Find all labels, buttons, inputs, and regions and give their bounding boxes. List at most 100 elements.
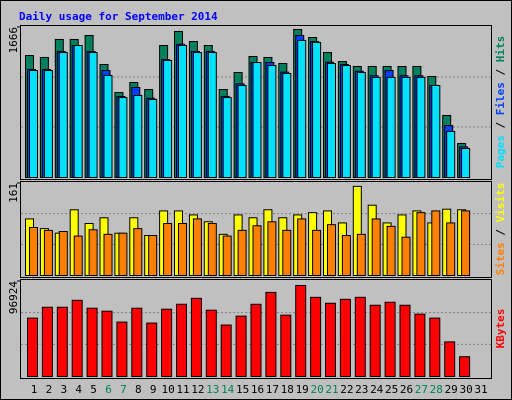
bar: [118, 97, 128, 178]
bar: [161, 308, 173, 378]
bar: [192, 52, 202, 178]
bar: [222, 97, 232, 178]
bar: [86, 307, 98, 377]
x-tick-label: 23: [355, 383, 368, 396]
bar: [267, 221, 277, 277]
y-tick-label: 161: [7, 183, 20, 203]
x-tick-label: 12: [191, 383, 204, 396]
x-tick-label: 10: [161, 383, 174, 396]
bar: [280, 314, 292, 378]
bar: [163, 223, 173, 276]
bar: [43, 229, 53, 277]
bar: [163, 59, 173, 179]
bar: [401, 76, 411, 178]
x-tick-label: 5: [90, 383, 97, 396]
legend: KBytes: [494, 309, 507, 349]
x-tick-label: 24: [370, 383, 384, 396]
bar: [416, 212, 426, 276]
bar: [267, 64, 277, 178]
legend-separator: /: [494, 115, 507, 135]
bar: [386, 225, 396, 277]
bar: [461, 210, 471, 276]
x-tick-label: 13: [206, 383, 219, 396]
bar: [414, 313, 426, 377]
bar: [88, 229, 98, 277]
bar: [252, 225, 262, 277]
bar: [429, 317, 441, 378]
bar: [282, 73, 292, 178]
y-tick-label: 1666: [7, 27, 20, 54]
y-tick-label: 96924: [7, 281, 20, 314]
x-tick-label: 14: [221, 383, 235, 396]
x-tick-label: 27: [415, 383, 428, 396]
bar: [459, 356, 471, 378]
bar: [29, 227, 38, 276]
x-tick-label: 16: [251, 383, 264, 396]
bar: [118, 232, 128, 276]
bar: [133, 94, 143, 178]
x-tick-label: 22: [340, 383, 353, 396]
x-tick-label: 18: [281, 383, 294, 396]
bar: [73, 45, 83, 178]
bar: [116, 321, 128, 377]
bar: [73, 235, 83, 276]
legend-entry: Hits: [494, 36, 507, 63]
legend-entry: Files: [494, 82, 507, 115]
bar: [444, 341, 456, 378]
legend-separator: /: [494, 222, 507, 242]
bar: [207, 52, 217, 178]
bar: [207, 223, 217, 276]
bar: [297, 39, 307, 179]
legend-entry: Sites: [494, 242, 507, 275]
bar: [41, 306, 53, 377]
bar: [58, 52, 68, 178]
bar: [71, 299, 83, 378]
bar: [295, 284, 307, 378]
bar: [103, 74, 113, 178]
bar: [341, 64, 351, 178]
x-tick-label: 7: [120, 383, 127, 396]
bar: [282, 229, 292, 277]
legend-separator: /: [494, 62, 507, 82]
bar: [190, 297, 202, 377]
bar: [327, 63, 336, 178]
legend-entry: KBytes: [494, 309, 507, 349]
bar: [356, 72, 366, 178]
legend-entry: Visits: [494, 183, 507, 223]
bar: [356, 233, 366, 277]
bar: [265, 291, 277, 377]
bar: [461, 148, 471, 179]
bar: [446, 130, 456, 178]
bar: [88, 52, 98, 178]
x-tick-label: 4: [75, 383, 82, 396]
bar: [178, 45, 187, 178]
bar: [220, 324, 232, 377]
bar: [103, 233, 113, 277]
x-tick-label: 26: [400, 383, 413, 396]
bar: [399, 304, 411, 377]
bar: [146, 322, 158, 377]
bar: [29, 70, 38, 178]
bar: [339, 298, 351, 377]
x-tick-label: 20: [310, 383, 323, 396]
bar: [384, 301, 396, 377]
x-tick-label: 29: [445, 383, 458, 396]
bar: [354, 296, 366, 378]
bar: [133, 228, 143, 276]
bar: [327, 224, 336, 276]
bar: [369, 304, 381, 377]
bar: [325, 302, 336, 378]
bar: [312, 229, 322, 277]
x-tick-label: 8: [135, 383, 142, 396]
bar: [192, 218, 202, 277]
bar: [341, 235, 351, 276]
x-tick-label: 25: [385, 383, 398, 396]
bar: [237, 84, 247, 178]
bar: [205, 309, 217, 377]
x-tick-label: 11: [176, 383, 189, 396]
x-tick-label: 6: [105, 383, 112, 396]
legend: Pages / Files / Hits: [494, 36, 507, 169]
bar: [235, 315, 247, 377]
x-tick-label: 31: [474, 383, 487, 396]
